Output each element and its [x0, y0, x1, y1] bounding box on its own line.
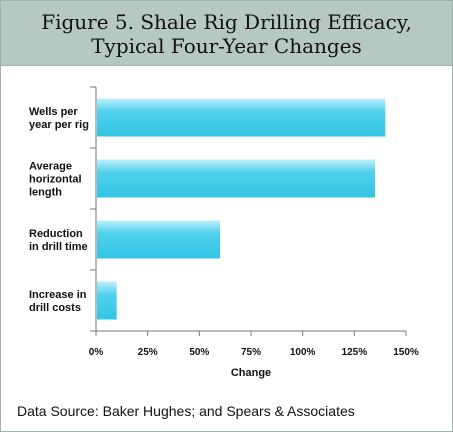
figure-title-line-2: Typical Four-Year Changes	[91, 34, 362, 58]
bar	[97, 281, 117, 320]
category-label-line: drill costs	[29, 302, 81, 314]
category-label-line: Reduction	[29, 228, 83, 240]
category-label-line: horizontal	[29, 174, 82, 186]
category-label-line: year per rig	[29, 119, 89, 131]
data-source-note: Data Source: Baker Hughes; and Spears & …	[17, 403, 355, 419]
bar-chart: Wells per year per rig Average horizontal le…	[29, 86, 419, 379]
bar	[97, 98, 386, 137]
category-label-line: in drill time	[29, 241, 88, 253]
bar	[97, 159, 375, 198]
category-label: Reduction in drill time	[29, 228, 88, 253]
x-axis-title: Change	[231, 367, 271, 379]
category-label: Wells per year per rig	[29, 106, 89, 131]
figure-title-line-1: Figure 5. Shale Rig Drilling Efficacy,	[41, 10, 412, 34]
x-tick-label: 125%	[342, 347, 368, 358]
category-label-line: Wells per	[29, 106, 78, 118]
category-label-line: length	[29, 187, 62, 199]
x-tick-label: 25%	[138, 347, 158, 358]
x-tick-label: 0%	[89, 347, 104, 358]
category-label: Increase in drill costs	[29, 289, 87, 314]
chart-axes	[90, 86, 407, 336]
x-tick-label: 75%	[241, 347, 261, 358]
category-labels: Wells per year per rig Average horizontal le…	[29, 106, 89, 314]
category-label-line: Average	[29, 161, 72, 173]
chart-bars	[97, 98, 386, 320]
bar	[97, 220, 220, 259]
category-label: Average horizontal length	[29, 161, 82, 199]
category-label-line: Increase in	[29, 289, 87, 301]
x-tick-label: 100%	[290, 347, 316, 358]
x-tick-labels: 0% 25% 50% 75% 100% 125% 150%	[89, 347, 419, 358]
x-tick-label: 150%	[393, 347, 419, 358]
figure-title: Figure 5. Shale Rig Drilling Efficacy, T…	[1, 1, 452, 66]
x-tick-label: 50%	[189, 347, 209, 358]
